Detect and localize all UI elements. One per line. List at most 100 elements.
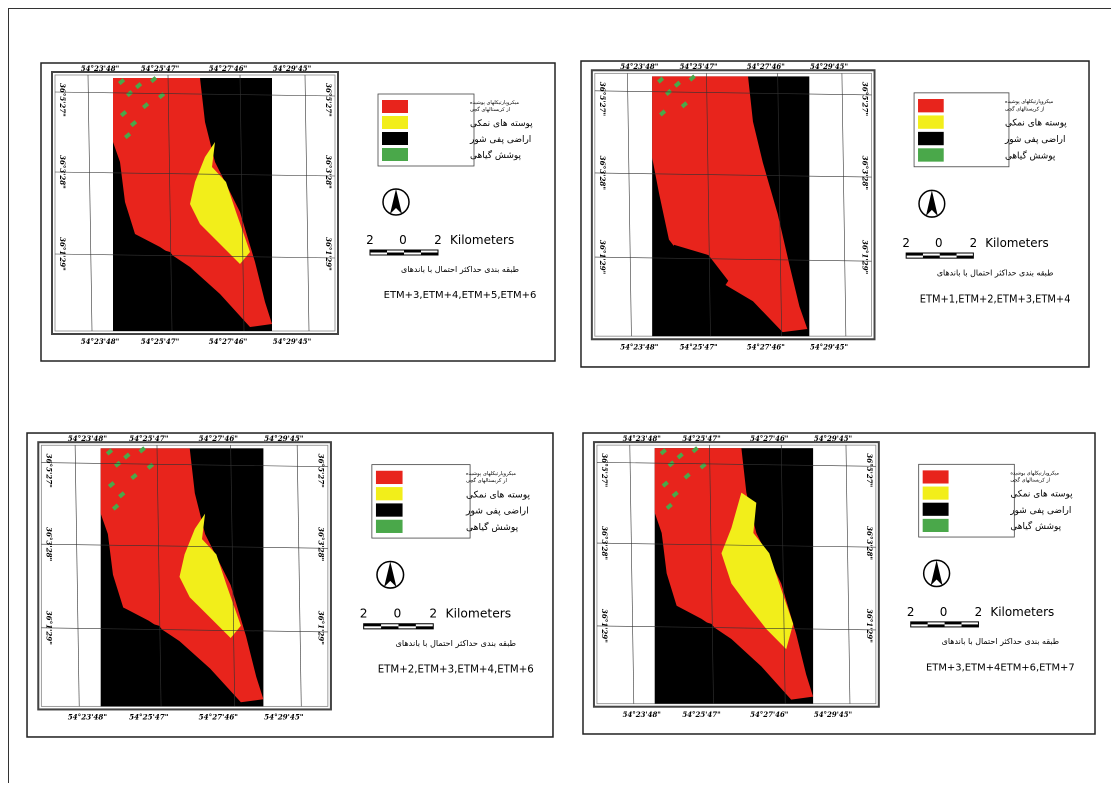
longitude-label: 54°29'45" — [264, 434, 304, 443]
legend-swatch — [376, 471, 403, 484]
scale-bar-segment — [945, 622, 962, 625]
map-panel: 54°23'48" 54°23'48" 54°25'47" 54°25'47" 54°2… — [26, 432, 554, 738]
scale-bar-segment — [387, 253, 404, 256]
longitude-label: 54°25'47" — [680, 342, 718, 351]
latitude-label: 36°3'28" — [598, 156, 607, 191]
longitude-label: 54°27'46" — [747, 62, 785, 71]
scale-label: 2 — [366, 233, 374, 247]
latitude-label: 36°1'29" — [44, 611, 53, 646]
latitude-label: 36°5'27" — [324, 83, 333, 117]
longitude-label: 54°23'48" — [623, 434, 661, 443]
scale-bar-segment — [364, 624, 381, 627]
longitude-label: 54°23'48" — [81, 337, 120, 346]
longitude-label: 54°29'45" — [273, 337, 312, 346]
legend-label: میکروپارتیکلهای پوشیده — [1005, 99, 1054, 105]
legend-label: میکروپارتیکلهای پوشیده — [1010, 470, 1059, 476]
longitude-label: 54°23'48" — [620, 62, 658, 71]
legend-label: از کریستالهای گچی — [466, 477, 507, 484]
caption: ETM+1,ETM+2,ETM+3,ETM+4 — [920, 294, 1071, 305]
scale-bar-segment — [404, 250, 421, 253]
legend-swatch — [923, 519, 949, 532]
caption: طبقه بندی حداکثر احتمال با باندهای — [395, 638, 516, 648]
latitude-label: 36°3'28" — [324, 155, 333, 189]
legend-label: اراضی پفی شور — [1009, 506, 1071, 516]
caption: طبقه بندی حداکثر احتمال با باندهای — [937, 268, 1053, 277]
latitude-label: 36°3'28" — [865, 526, 874, 560]
map-panel: 54°23'48"54°23'48"54°25'47"54°25'47"54°2… — [40, 62, 556, 362]
figure: 54°23'48" 54°23'48" 54°25'47" 54°25'47" 54°2… — [0, 0, 1119, 787]
legend-label: پوشش گیاهی — [1005, 149, 1056, 161]
latitude-label: 36°1'29" — [58, 237, 67, 271]
longitude-label: 54°27'46" — [209, 64, 248, 73]
longitude-label: 54°29'45" — [264, 713, 304, 722]
longitude-label: 54°27'46" — [199, 434, 239, 443]
scale-label: 2 — [907, 605, 915, 619]
latitude-label: 36°3'28" — [861, 156, 870, 191]
scale-label: 0 — [940, 605, 948, 619]
longitude-label: 54°25'47" — [682, 434, 720, 443]
latitude-label: 36°5'27" — [44, 454, 53, 489]
latitude-label: 36°1'29" — [861, 240, 870, 275]
latitude-label: 36°5'27" — [600, 453, 609, 487]
longitude-label: 54°29'45" — [810, 342, 848, 351]
longitude-label: 54°23'48" — [68, 434, 108, 443]
scale-label: Kilometers — [985, 236, 1048, 250]
legend-label: اراضی پفی شور — [469, 135, 531, 145]
legend-swatch — [923, 487, 949, 500]
longitude-label: 54°25'47" — [141, 337, 180, 346]
latitude-label: 36°5'27" — [598, 82, 607, 117]
longitude-label: 54°27'46" — [209, 337, 248, 346]
scale-label: 2 — [434, 233, 442, 247]
longitude-label: 54°29'45" — [273, 64, 312, 73]
legend-swatch — [382, 132, 408, 145]
legend-label: از کریستالهای گچی — [470, 106, 510, 113]
longitude-label: 54°23'48" — [623, 710, 661, 719]
latitude-label: 36°5'27" — [317, 454, 326, 489]
scale-label: Kilometers — [446, 607, 512, 621]
legend-label: پوشش گیاهی — [466, 521, 519, 533]
longitude-label: 54°27'46" — [747, 342, 785, 351]
latitude-label: 36°5'27" — [58, 83, 67, 117]
scale-bar-segment — [957, 256, 974, 259]
legend-swatch — [918, 115, 944, 128]
map-panel: 54°23'48"54°23'48"54°25'47"54°25'47"54°2… — [580, 60, 1090, 368]
latitude-label: 36°3'28" — [317, 527, 326, 562]
scale-label: 2 — [975, 605, 983, 619]
longitude-label: 54°25'47" — [682, 710, 720, 719]
longitude-label: 54°25'47" — [129, 434, 169, 443]
caption: طبقه بندی حداکثر احتمال با باندهای — [401, 265, 519, 274]
legend-label: از کریستالهای گچی — [1005, 105, 1044, 112]
longitude-label: 54°27'46" — [199, 713, 239, 722]
legend-label: پوسته های نمکی — [466, 489, 531, 500]
latitude-label: 36°1'29" — [317, 611, 326, 646]
legend-swatch — [382, 100, 408, 113]
longitude-label: 54°25'47" — [129, 713, 169, 722]
legend-label: پوسته های نمکی — [1010, 490, 1073, 500]
latitude-label: 36°1'29" — [598, 240, 607, 275]
scale-label: 0 — [394, 607, 402, 621]
latitude-label: 36°5'27" — [865, 453, 874, 487]
longitude-label: 54°27'46" — [750, 434, 788, 443]
legend-label: اراضی پفی شور — [465, 506, 529, 517]
scale-label: 0 — [935, 236, 943, 250]
scale-label: 2 — [902, 236, 910, 250]
latitude-label: 36°3'28" — [44, 527, 53, 562]
scale-label: 2 — [970, 236, 978, 250]
caption: طبقه بندی حداکثر احتمال با باندهای — [942, 637, 1059, 646]
legend-swatch — [918, 132, 944, 145]
scale-bar-segment — [962, 624, 979, 627]
longitude-label: 54°29'45" — [810, 62, 848, 71]
longitude-label: 54°27'46" — [750, 710, 788, 719]
scale-label: 2 — [429, 607, 437, 621]
legend-swatch — [376, 520, 403, 533]
legend-label: میکروپارتیکلهای پوشیده — [466, 471, 516, 477]
longitude-label: 54°23'48" — [68, 713, 108, 722]
longitude-label: 54°23'48" — [620, 342, 658, 351]
legend-swatch — [923, 503, 949, 516]
latitude-label: 36°1'29" — [865, 609, 874, 643]
longitude-label: 54°29'45" — [814, 434, 852, 443]
legend-label: اراضی پفی شور — [1004, 135, 1065, 145]
scale-bar-segment — [928, 624, 945, 627]
legend-swatch — [918, 148, 944, 161]
scale-bar-segment — [398, 624, 415, 627]
